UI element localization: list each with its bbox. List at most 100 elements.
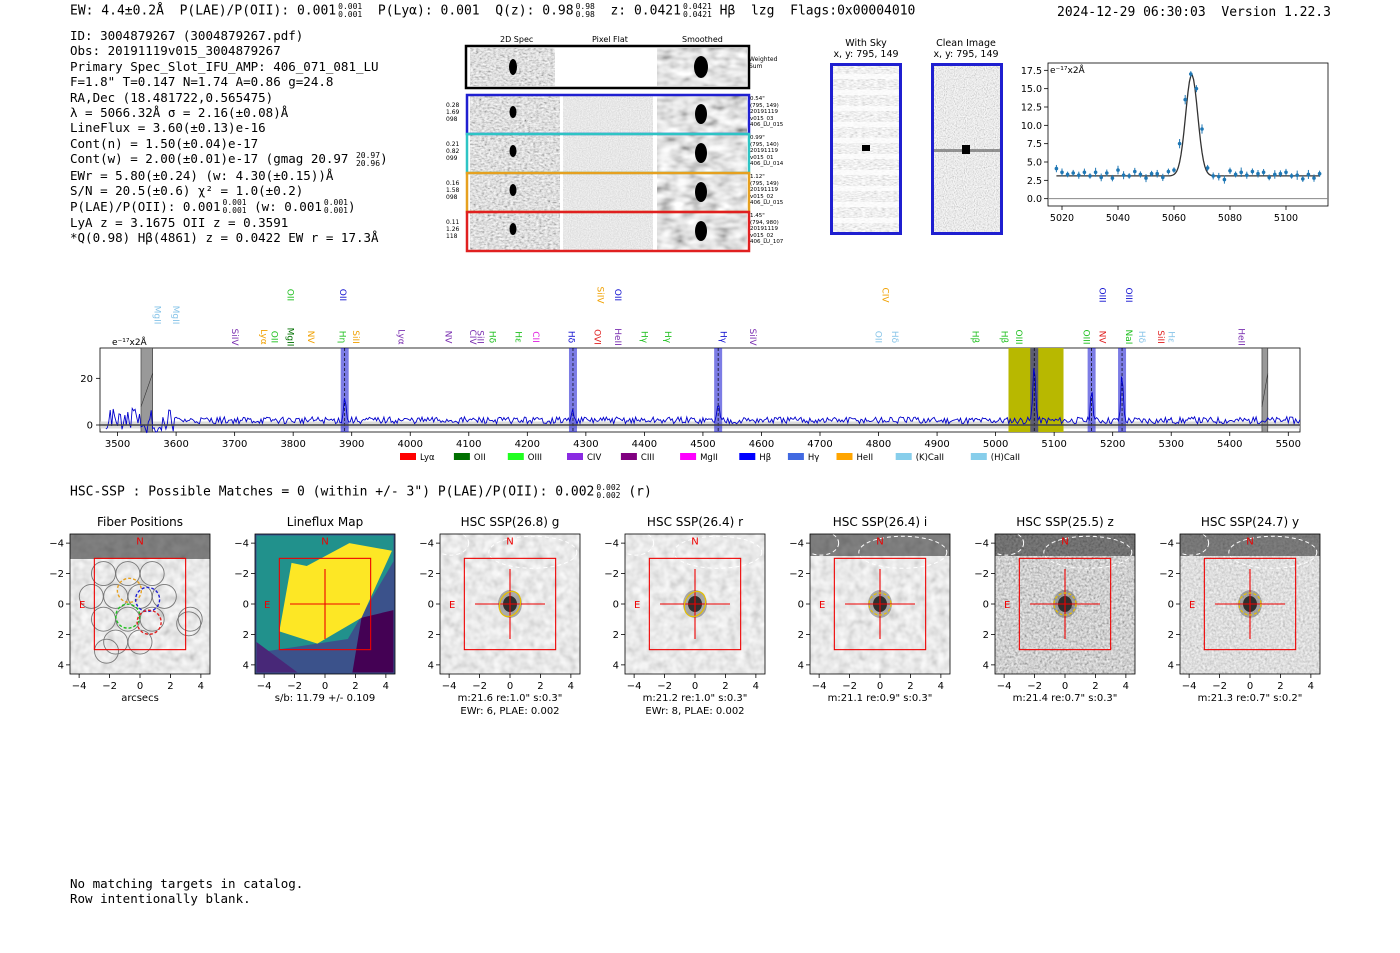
spec-line-label: Hγ	[718, 331, 728, 344]
info-plae: P(LAE)/P(OII): 0.001 0.001 0.001 (w: 0.001…	[70, 199, 388, 216]
hsc-caption-1: m:21.3 re:0.7" s:0.2"	[1198, 693, 1303, 704]
fit-ytick-label: 7.5	[1027, 139, 1042, 150]
hsc-xtick-label: −4	[1182, 681, 1197, 692]
fit-ytick-label: 15.0	[1021, 84, 1042, 95]
fit-data-point	[1071, 171, 1075, 175]
fit-data-point	[1149, 171, 1154, 176]
info-q: *Q(0.98) Hβ(4861) z = 0.0422 EW r = 17.3…	[70, 230, 379, 246]
hsc-summary-text: HSC-SSP : Possible Matches = 0 (within +…	[70, 484, 595, 500]
hsc-xtick-label: −2	[472, 681, 487, 692]
fit-data-point	[1105, 171, 1109, 175]
spec-line-label: Lyα	[258, 329, 268, 345]
fit-data-point	[1088, 174, 1092, 178]
fiber-circle	[139, 561, 165, 587]
hsc-summary-sub: 0.002	[596, 491, 621, 500]
hsc-xtick-label: −2	[287, 681, 302, 692]
hsc-xtick-label: 2	[907, 681, 913, 692]
row-meta-value: 1.45"	[750, 213, 765, 219]
hsc-xtick-label: 2	[722, 681, 728, 692]
header-flags: Flags:0x00004010	[790, 3, 916, 19]
spec-xtick-label: 4500	[690, 439, 715, 450]
hsc-xtick-label: −4	[257, 681, 272, 692]
hsc-ytick-label: 2	[798, 630, 804, 641]
hsc-red-box	[833, 557, 927, 651]
row-meta: 0.99" (795, 140) 20191119 v015_01 406_LU_014	[750, 135, 790, 168]
hsc-summary-end: (r)	[628, 484, 652, 500]
hsc-xtick-label: 2	[167, 681, 173, 692]
info-lya: LyA z = 3.1675 OII z = 0.3591	[70, 215, 289, 231]
hsc-catalog-ellipse	[987, 530, 1025, 556]
hsc-panel: HSC SSP(26.8) g N E −4 4 −2 2 0 0 2 −2 4 −4 m:21.6 re…	[410, 512, 590, 727]
hsc-caption-1: m:21.6 re:1.0" s:0.3"	[458, 693, 563, 704]
spec-legend-swatch	[453, 453, 470, 460]
row-meta-value: 20191119	[750, 109, 778, 116]
header-plae-sup: 0.001	[338, 2, 363, 11]
hsc-north-label: N	[321, 537, 328, 548]
hsc-xtick-label: 4	[753, 681, 759, 692]
row-stat-value: 1.69	[446, 109, 460, 116]
hsc-xtick-label: −4	[997, 681, 1012, 692]
clean-image-title: Clean Image x, y: 795, 149	[928, 38, 1004, 60]
hsc-xtick-label: 4	[383, 681, 389, 692]
fit-data-point	[1183, 97, 1187, 102]
row-divider	[560, 174, 563, 211]
hsc-ytick-label: −2	[604, 569, 619, 580]
row-stat-value: 0.16	[446, 180, 460, 187]
spec-legend-swatch	[970, 453, 987, 460]
hsc-xtick-label: 0	[507, 681, 513, 692]
header-timestamp: 2024-12-29 06:30:03	[1057, 5, 1206, 20]
row-stats: 0.21 0.82 099	[446, 141, 466, 162]
clean-image-xy: x, y: 795, 149	[933, 49, 999, 60]
info-contw: Cont(w) = 2.00(±0.01)e-17 (gmag 20.97 20…	[70, 151, 388, 168]
info-contw-end: )	[380, 151, 388, 167]
hsc-xtick-label: 2	[537, 681, 543, 692]
hsc-ytick-label: −2	[419, 569, 434, 580]
row-divider	[560, 96, 563, 133]
header-z-sub: 0.0421	[682, 10, 712, 19]
spec-xtick-label: 4800	[866, 439, 891, 450]
row-stat-value: 1.26	[446, 226, 460, 233]
hsc-xtick-label: −2	[657, 681, 672, 692]
row-source-blob	[509, 223, 517, 235]
spec-legend-label: CIII	[641, 453, 654, 463]
hsc-ytick-label: 2	[58, 630, 64, 641]
hsc-north-label: N	[876, 537, 883, 548]
hsc-ytick-label: 4	[58, 660, 64, 671]
weighted-frame	[464, 44, 751, 90]
hsc-xtick-label: 2	[1092, 681, 1098, 692]
spec-line-label: Hε	[513, 331, 523, 343]
spec-line-label: SiIV	[229, 328, 239, 346]
spec-line-label: Hδ	[889, 331, 899, 344]
hsc-caption-1: m:21.1 re:0.9" s:0.3"	[828, 693, 933, 704]
fit-ytick-label: 2.5	[1027, 176, 1042, 187]
hsc-ytick-label: 4	[1168, 660, 1174, 671]
hsc-ytick-label: −4	[419, 539, 434, 550]
spec-line-label: Hδ	[565, 331, 575, 344]
hsc-catalog-ellipse	[802, 530, 840, 556]
spec-flux-line	[105, 368, 1301, 434]
spec-xtick-label: 5200	[1100, 439, 1125, 450]
spec-xtick-label: 5300	[1158, 439, 1183, 450]
hsc-panel: HSC SSP(25.5) z N E −4 4 −2 2 0 0 2 −2 4 −4 m:21.4 re…	[965, 512, 1145, 727]
hsc-ytick-label: 2	[1168, 630, 1174, 641]
hsc-top-dark	[810, 534, 950, 556]
spec-xtick-label: 3600	[163, 439, 188, 450]
hsc-aperture	[1238, 592, 1262, 616]
fit-data-point	[1177, 141, 1182, 146]
hsc-caption-1: m:21.2 re:1.0" s:0.3"	[643, 693, 748, 704]
row-meta-value: v015_03	[750, 115, 774, 122]
hsc-red-box	[1203, 557, 1297, 651]
info-ewr: EWr = 5.80(±0.24) (w: 4.30(±0.15))Å	[70, 167, 334, 183]
fit-data-point	[1194, 86, 1199, 91]
spec-line-label: Hη	[336, 331, 346, 343]
hsc-top-dark	[1180, 534, 1320, 556]
fit-data-point	[1161, 175, 1165, 180]
hsc-xtick-label: −4	[627, 681, 642, 692]
fit-data-point	[1082, 170, 1087, 175]
fit-data-point	[1205, 166, 1210, 170]
row-stat-value: 098	[446, 194, 458, 201]
header-qz-sub: 0.98	[575, 10, 595, 19]
info-contw-sup: 20.97	[355, 150, 381, 160]
